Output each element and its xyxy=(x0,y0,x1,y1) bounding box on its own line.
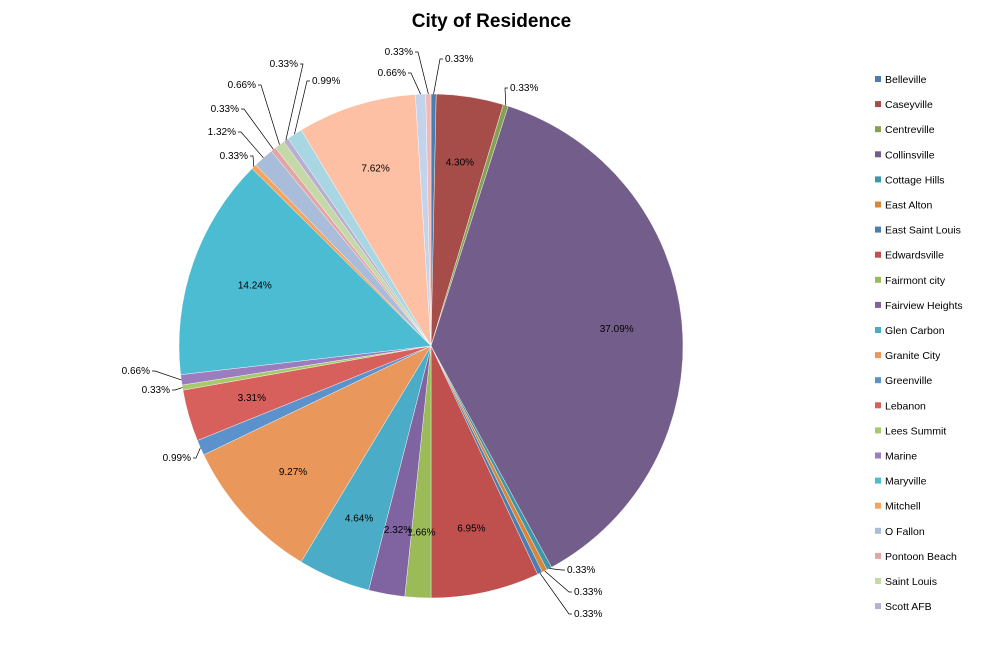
legend-swatch xyxy=(875,527,881,534)
legend-label: East Saint Louis xyxy=(885,225,961,237)
pie-slice-granite-city xyxy=(203,345,432,563)
leader-line xyxy=(433,58,443,95)
legend-label: East Alton xyxy=(885,200,932,212)
leader-line xyxy=(285,63,304,141)
legend-swatch xyxy=(875,201,881,208)
legend-label: Lebanon xyxy=(885,400,926,412)
slice-label: 0.66% xyxy=(122,366,150,377)
legend-label: Maryville xyxy=(885,476,927,488)
legend-swatch xyxy=(875,377,881,384)
slice-label: 0.33% xyxy=(574,587,602,598)
legend-swatch xyxy=(875,452,881,459)
legend-label: Caseyville xyxy=(885,99,933,111)
legend-swatch xyxy=(875,552,881,559)
legend-label: Marine xyxy=(885,451,917,463)
pie-slice-unlabeled-23 xyxy=(300,94,432,347)
slice-label: 4.64% xyxy=(345,514,373,525)
legend-swatch xyxy=(875,126,881,133)
legend-label: Centreville xyxy=(885,124,935,136)
leader-line xyxy=(152,370,182,381)
legend-label: Pontoon Beach xyxy=(885,551,957,563)
legend-label: Belleville xyxy=(885,74,927,86)
slice-label: 0.99% xyxy=(163,453,191,464)
slice-label: 9.27% xyxy=(279,467,307,478)
legend-swatch xyxy=(875,352,881,359)
chart-title: City of Residence xyxy=(411,11,572,32)
slice-label: 1.66% xyxy=(407,528,435,539)
slice-label: 1.32% xyxy=(208,127,236,138)
legend-swatch xyxy=(875,603,881,610)
slice-label: 6.95% xyxy=(457,524,485,535)
slice-label: 2.32% xyxy=(384,525,412,536)
legend-label: Lees Summit xyxy=(885,425,946,437)
pie-slice-edwardsville xyxy=(430,345,538,599)
leader-line xyxy=(415,51,429,95)
slice-label: 0.33% xyxy=(385,47,413,58)
leader-line xyxy=(539,572,572,615)
leader-line xyxy=(504,87,508,106)
legend-label: Collinsville xyxy=(885,149,935,161)
legend-label: Scott AFB xyxy=(885,601,932,613)
pie-slice-maryville xyxy=(178,168,432,375)
legend-label: Saint Louis xyxy=(885,576,937,588)
slice-label: 0.33% xyxy=(574,609,602,620)
leader-line xyxy=(294,80,310,135)
legend-swatch xyxy=(875,101,881,108)
legend-label: O Fallon xyxy=(885,526,925,538)
legend-swatch xyxy=(875,151,881,158)
legend-label: Cottage Hills xyxy=(885,174,945,186)
legend-label: Granite City xyxy=(885,350,941,362)
legend-swatch xyxy=(875,176,881,183)
leader-line xyxy=(549,568,565,571)
slice-label: 0.33% xyxy=(445,54,473,65)
leader-line xyxy=(193,447,201,459)
slice-label: 3.31% xyxy=(238,393,266,404)
legend-swatch xyxy=(875,76,881,82)
slice-label: 0.66% xyxy=(228,80,256,91)
leader-line xyxy=(408,72,421,95)
leader-line xyxy=(250,155,255,167)
legend-swatch xyxy=(875,402,881,409)
slice-label: 0.33% xyxy=(510,83,538,94)
slice-label: 0.33% xyxy=(220,151,248,162)
legend-swatch xyxy=(875,427,881,434)
legend-swatch xyxy=(875,502,881,509)
pie-slice-unlabeled-25 xyxy=(425,93,432,347)
leader-line xyxy=(238,131,264,159)
leader-line xyxy=(544,570,572,593)
leader-line xyxy=(241,108,274,150)
legend-label: Greenville xyxy=(885,375,932,387)
legend-swatch xyxy=(875,578,881,584)
legend-swatch xyxy=(875,327,881,333)
legend-label: Glen Carbon xyxy=(885,325,945,337)
legend-label: Mitchell xyxy=(885,501,921,513)
slice-label: 14.24% xyxy=(238,281,272,292)
legend-swatch xyxy=(875,226,881,233)
legend-swatch xyxy=(875,301,881,308)
slice-label: 7.62% xyxy=(361,163,389,174)
legend-swatch xyxy=(875,276,881,283)
slice-label: 0.33% xyxy=(211,104,239,115)
legend-swatch xyxy=(875,477,881,484)
slice-label: 37.09% xyxy=(600,324,634,335)
legend-label: Edwardsville xyxy=(885,250,944,262)
legend-label: Fairmont city xyxy=(885,275,946,287)
legend-swatch xyxy=(875,251,881,258)
slice-label: 0.99% xyxy=(312,76,340,87)
leader-line xyxy=(172,387,183,391)
pie-slice-collinsville xyxy=(430,105,684,568)
slice-label: 0.33% xyxy=(142,385,170,396)
slice-label: 4.30% xyxy=(446,157,474,168)
slice-label: 0.33% xyxy=(567,565,595,576)
leader-line xyxy=(258,84,280,145)
slice-label: 0.66% xyxy=(378,68,406,79)
slice-label: 0.33% xyxy=(270,59,298,70)
legend-label: Fairview Heights xyxy=(885,300,963,312)
